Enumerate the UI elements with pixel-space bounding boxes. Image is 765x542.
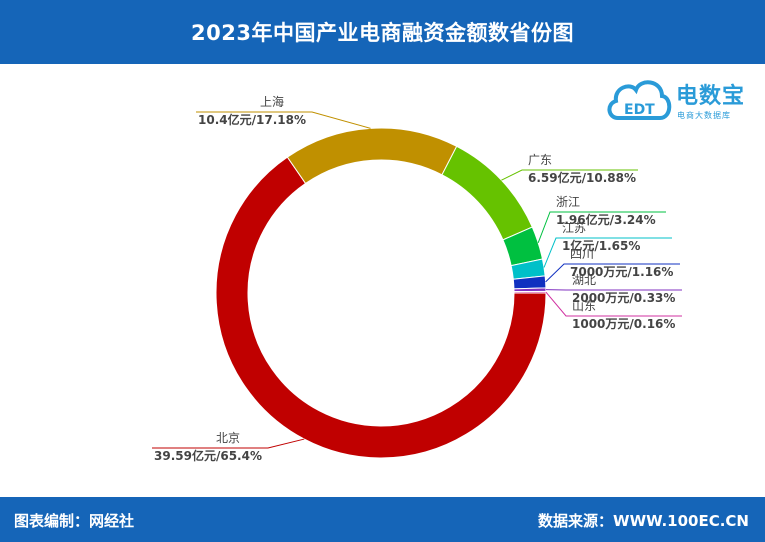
donut-slice-8: [513, 290, 547, 294]
slice-value-label: 6.59亿元/10.88%: [528, 170, 636, 185]
slice-name-label: 浙江: [556, 195, 580, 209]
leader-line-2: [196, 111, 371, 129]
slice-value-label: 2000万元/0.33%: [572, 291, 675, 305]
donut-slice-2: [286, 127, 458, 185]
footer: 图表编制：网经社 数据来源：WWW.100EC.CN: [0, 497, 765, 542]
slice-value-label: 1.96亿元/3.24%: [556, 212, 656, 227]
leader-line-3: [501, 169, 638, 181]
donut-chart: 北京 39.59亿元/65.4% 上海 10.4亿元/17.18% 广东 6.59亿元/1…: [152, 94, 682, 463]
logo: EDT 电数宝 电商大数据库: [604, 70, 764, 130]
slice-value-label: 1000万元/0.16%: [572, 317, 675, 331]
slice-name-label: 湖北: [572, 272, 596, 287]
slice-name-label: 北京: [216, 431, 240, 445]
slice-value-label: 10.4亿元/17.18%: [198, 112, 306, 127]
slice-value-label: 7000万元/1.16%: [570, 265, 673, 279]
donut-slice-1: [215, 156, 547, 459]
cloud-logo-icon: EDT: [607, 80, 672, 120]
logo-subtitle: 电商大数据库: [677, 111, 731, 120]
logo-mark: EDT: [624, 102, 655, 118]
donut-slice-3: [441, 145, 533, 241]
footer-source: 数据来源：WWW.100EC.CN: [538, 512, 749, 530]
slice-name-label: 山东: [572, 299, 596, 313]
leader-line-4: [537, 211, 666, 243]
slice-value-label: 39.59亿元/65.4%: [154, 448, 262, 463]
logo-text: 电数宝: [676, 84, 746, 109]
chart-title: 2023年中国产业电商融资金额数省份图: [191, 21, 574, 45]
slice-name-label: 江苏: [562, 221, 586, 235]
leader-line-8: [545, 291, 682, 317]
slice-value-label: 1亿元/1.65%: [562, 238, 640, 253]
footer-credit: 图表编制：网经社: [14, 512, 135, 530]
slice-name-label: 广东: [528, 153, 552, 167]
leader-line-1: [152, 438, 305, 449]
slice-name-label: 上海: [260, 94, 284, 109]
leader-line-6: [545, 263, 680, 283]
chart-title-bar: 2023年中国产业电商融资金额数省份图: [0, 0, 765, 64]
slice-name-label: 四川: [570, 247, 594, 261]
leader-line-5: [543, 237, 672, 268]
